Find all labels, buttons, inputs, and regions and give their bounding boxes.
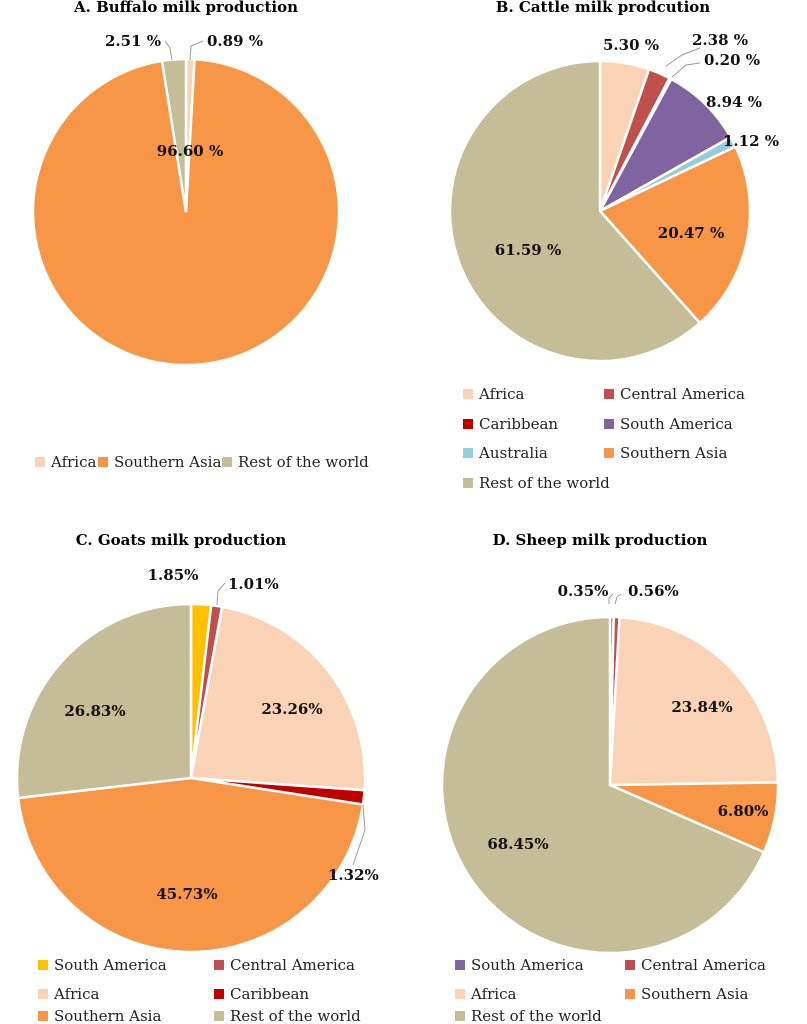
legend-label-australia: Australia (478, 444, 548, 462)
data-label-africa: 0.89 % (207, 32, 263, 50)
legend-swatch-africa (463, 389, 473, 399)
legend-label-southern-asia: Southern Asia (620, 444, 727, 462)
pie-slice-rest-of-the-world (440, 615, 766, 955)
legend-swatch-central-america (625, 960, 635, 970)
pie-slice-southern-asia (16, 776, 365, 954)
pie-chart-1: A. Buffalo milk production 0.89 % 96.60 % 2… (31, 0, 369, 471)
data-label-south-america: 1.85% (148, 566, 199, 584)
legend-swatch-rest-of-the-world (463, 478, 473, 488)
legend-label-rest-of-the-world: Rest of the world (479, 474, 610, 492)
legend-label-caribbean: Caribbean (479, 415, 558, 433)
legend-label-central-america: Central America (641, 956, 766, 974)
legend-label-south-america: South America (54, 956, 167, 974)
legend-label-rest-of-the-world: Rest of the world (471, 1007, 602, 1024)
pie-slice-south-america (596, 77, 733, 215)
leader-line (671, 62, 701, 78)
pie-slice-southern-asia (597, 144, 752, 325)
legend-label-africa: Africa (478, 385, 524, 403)
data-label-caribbean: 0.20 % (704, 51, 760, 69)
pie-slice-africa (189, 605, 367, 792)
legend-label-africa: Africa (50, 453, 96, 471)
legend-swatch-south-america (604, 419, 614, 429)
data-label-caribbean: 1.32% (328, 866, 379, 884)
data-label-central-america: 2.38 % (692, 31, 748, 49)
data-label-africa: 23.84% (671, 698, 732, 716)
legend-label-south-america: South America (620, 415, 733, 433)
data-label-rest-of-the-world: 26.83% (64, 702, 125, 720)
legend-swatch-rest-of-the-world (222, 457, 232, 467)
data-label-rest-of-the-world: 68.45% (487, 835, 548, 853)
data-label-australia: 1.12 % (723, 132, 779, 150)
data-label-rest-of-the-world: 2.51 % (105, 32, 161, 50)
legend-swatch-caribbean (214, 989, 224, 999)
legend-label-caribbean: Caribbean (230, 985, 309, 1003)
legend-label-rest-of-the-world: Rest of the world (238, 453, 369, 471)
legend-swatch-central-america (604, 389, 614, 399)
pie-chart-3: C. Goats milk production 1.85% 1.01% 23.26%… (15, 531, 379, 1024)
leader-line (614, 593, 622, 605)
legend-swatch-southern-asia (38, 1011, 48, 1021)
legend-swatch-australia (463, 448, 473, 458)
legend-swatch-southern-asia (625, 989, 635, 999)
data-label-south-america: 8.94 % (706, 93, 762, 111)
data-label-southern-asia: 20.47 % (658, 224, 724, 242)
data-label-southern-asia: 6.80% (718, 802, 769, 820)
legend-swatch-africa (455, 989, 465, 999)
data-label-southern-asia: 45.73% (156, 885, 217, 903)
legend-label-southern-asia: Southern Asia (54, 1007, 161, 1024)
leader-line (164, 40, 173, 61)
chart-title: C. Goats milk production (76, 531, 287, 549)
legend-swatch-central-america (214, 960, 224, 970)
data-label-rest-of-the-world: 61.59 % (495, 241, 561, 259)
legend: Africa Southern Asia Rest of the world (35, 453, 369, 471)
data-label-africa: 23.26% (261, 700, 322, 718)
legend-swatch-south-america (455, 960, 465, 970)
pie-slice-rest-of-the-world (15, 602, 193, 800)
legend-label-africa: Africa (53, 985, 99, 1003)
data-label-southern-asia: 96.60 % (157, 142, 223, 160)
legend-swatch-south-america (38, 960, 48, 970)
legend-label-central-america: Central America (620, 385, 745, 403)
pie-chart-4: D. Sheep milk production 0.35% 0.56% 23.84%… (440, 531, 780, 1024)
data-label-central-america: 0.56% (628, 582, 679, 600)
leader-line (352, 804, 366, 866)
chart-title: B. Cattle milk prodcution (496, 0, 711, 16)
data-label-central-america: 1.01% (228, 575, 279, 593)
legend-label-south-america: South America (471, 956, 584, 974)
legend-swatch-rest-of-the-world (455, 1011, 465, 1021)
legend-label-southern-asia: Southern Asia (641, 985, 748, 1003)
legend-swatch-southern-asia (604, 448, 614, 458)
legend-swatch-southern-asia (98, 457, 108, 467)
leader-line (189, 40, 204, 61)
legend-swatch-rest-of-the-world (214, 1011, 224, 1021)
legend: Africa Central America Caribbean South Amer… (463, 385, 745, 492)
legend-swatch-africa (35, 457, 45, 467)
pie-slice-africa (608, 615, 780, 787)
data-label-south-america: 0.35% (558, 582, 609, 600)
legend: South America Central America Africa Caribb… (38, 956, 361, 1024)
legend-label-africa: Africa (470, 985, 516, 1003)
pie-slice-rest-of-the-world (448, 59, 702, 363)
pie-slice-southern-asia (31, 57, 341, 367)
chart-title: D. Sheep milk production (493, 531, 708, 549)
legend-swatch-africa (38, 989, 48, 999)
chart-title: A. Buffalo milk production (73, 0, 298, 16)
legend-label-rest-of-the-world: Rest of the world (230, 1007, 361, 1024)
pie-chart-2: B. Cattle milk prodcution 5.30 % 2.38 % 0.2… (448, 0, 779, 492)
legend-label-southern-asia: Southern Asia (114, 453, 221, 471)
legend-swatch-caribbean (463, 419, 473, 429)
leader-line (216, 582, 226, 606)
legend-label-central-america: Central America (230, 956, 355, 974)
legend: South America Central America Africa Southe… (455, 956, 766, 1024)
leader-line (665, 47, 701, 67)
leader-line (608, 593, 614, 604)
data-label-africa: 5.30 % (603, 36, 659, 54)
pie-slice-rest-of-the-world (160, 57, 188, 213)
